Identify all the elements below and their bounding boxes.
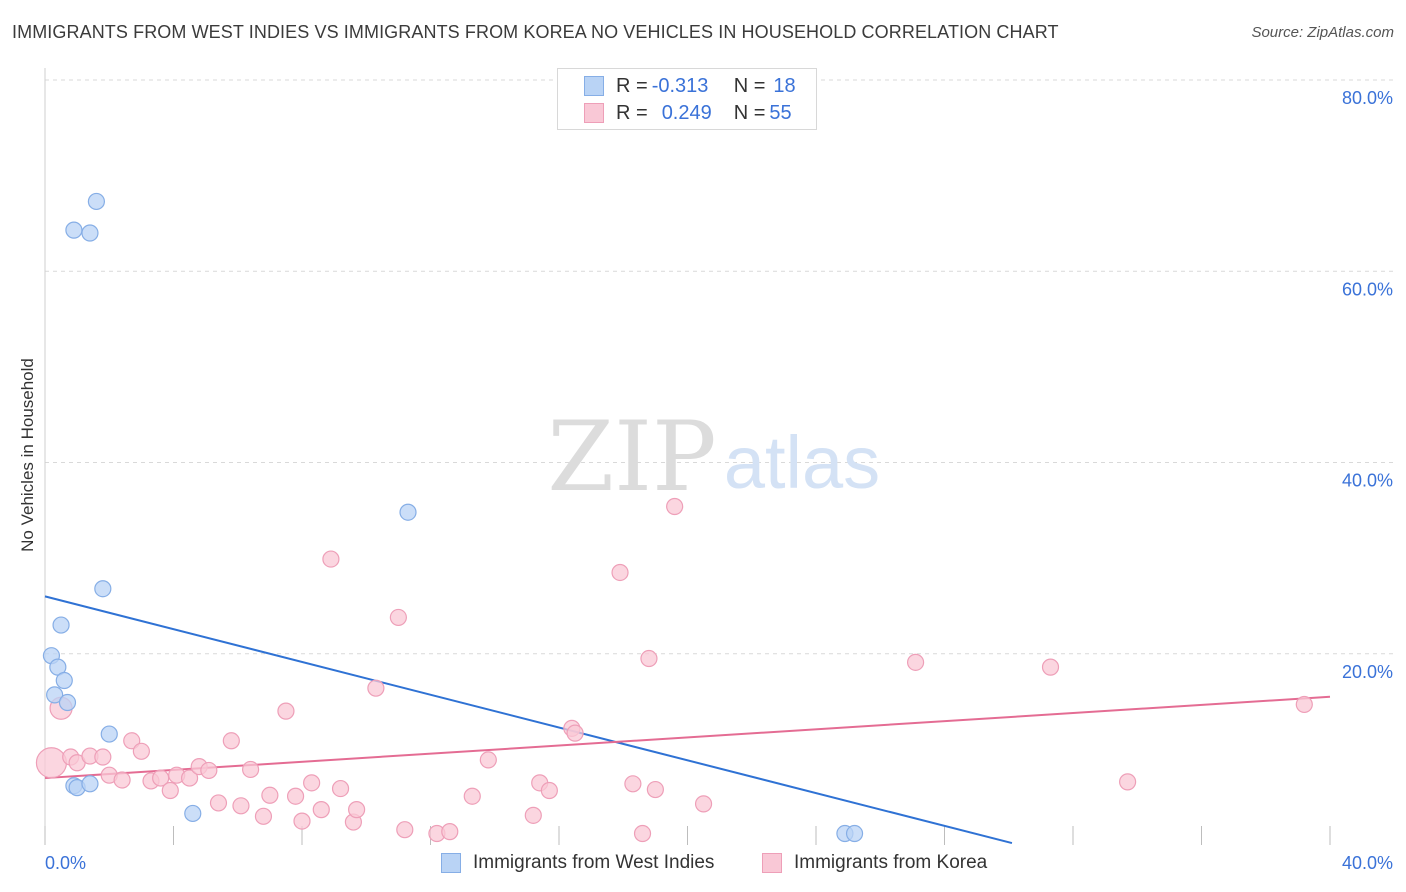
point-korea xyxy=(611,563,629,582)
point-korea xyxy=(624,775,642,793)
point-korea xyxy=(232,797,250,815)
bottom-legend-swatch-pink xyxy=(762,853,782,873)
legend-n-value: 55 xyxy=(769,101,792,124)
point-korea xyxy=(209,794,228,812)
point-korea xyxy=(666,497,684,516)
point-korea xyxy=(348,801,366,819)
point-korea xyxy=(566,724,584,742)
point-west-indies xyxy=(399,503,417,521)
point-korea xyxy=(367,679,385,697)
y-tick-label: 80.0% xyxy=(1342,88,1393,108)
point-korea xyxy=(524,806,542,824)
point-korea xyxy=(640,649,658,668)
chart-title: IMMIGRANTS FROM WEST INDIES VS IMMIGRANT… xyxy=(12,22,1059,42)
legend-swatch-blue xyxy=(584,76,604,96)
legend-n-label: N = xyxy=(733,74,766,97)
point-korea xyxy=(242,760,260,779)
point-korea xyxy=(463,787,481,805)
legend-r-value: -0.313 xyxy=(651,74,709,97)
point-west-indies xyxy=(94,580,112,598)
trend-line-korea xyxy=(44,695,1331,780)
point-west-indies xyxy=(55,671,73,690)
legend-r-value: 0.249 xyxy=(661,101,712,124)
point-korea xyxy=(1295,695,1313,714)
point-korea xyxy=(1119,773,1137,791)
point-west-indies xyxy=(52,616,70,634)
point-korea xyxy=(180,769,199,787)
watermark-atlas: atlas xyxy=(724,421,880,504)
point-korea xyxy=(200,761,218,780)
legend-row-korea: R = 0.249 N = 55 xyxy=(584,101,792,125)
legend-swatch-pink xyxy=(584,103,604,123)
y-tick-label: 60.0% xyxy=(1342,279,1393,299)
point-korea xyxy=(261,786,279,804)
stats-legend: R = -0.313 N = 18 R = 0.249 N = 55 xyxy=(557,68,817,130)
point-west-indies xyxy=(81,775,99,793)
x-tick-label: 40.0% xyxy=(1342,853,1393,873)
point-korea xyxy=(396,821,414,839)
point-korea xyxy=(277,702,295,720)
point-korea xyxy=(906,653,925,671)
point-west-indies xyxy=(845,824,864,843)
point-west-indies xyxy=(184,804,202,823)
bottom-legend-label: Immigrants from Korea xyxy=(794,852,988,873)
x-tick-label: 0.0% xyxy=(45,853,86,873)
point-korea xyxy=(389,608,407,627)
point-korea xyxy=(441,823,459,841)
point-korea xyxy=(35,747,68,779)
point-korea xyxy=(293,812,311,830)
point-korea xyxy=(633,824,652,843)
point-korea xyxy=(161,781,179,800)
bottom-legend-west-indies: Immigrants from West Indies xyxy=(441,852,714,874)
source-label: Source: ZipAtlas.com xyxy=(1251,24,1394,41)
bottom-legend-swatch-blue xyxy=(441,853,461,873)
point-korea xyxy=(694,795,713,813)
trend-line-west-indies xyxy=(44,595,1013,845)
legend-r-label: R = xyxy=(616,101,648,124)
points-layer xyxy=(35,192,1313,843)
y-tick-label: 40.0% xyxy=(1342,471,1393,491)
point-korea xyxy=(303,774,321,792)
legend-r-label: R = xyxy=(616,74,648,97)
point-korea xyxy=(113,771,131,789)
point-korea xyxy=(222,732,240,750)
point-korea xyxy=(646,780,664,799)
bottom-legend-label: Immigrants from West Indies xyxy=(473,852,715,873)
point-korea xyxy=(322,550,340,568)
point-west-indies xyxy=(87,192,106,211)
point-korea xyxy=(286,787,305,805)
point-korea xyxy=(123,732,141,750)
grid-layer xyxy=(45,79,1395,655)
point-korea xyxy=(540,781,558,800)
watermark-zip: ZIP xyxy=(547,401,716,513)
y-tick-label: 20.0% xyxy=(1342,662,1393,682)
bottom-legend-korea: Immigrants from Korea xyxy=(762,852,987,874)
point-korea xyxy=(331,779,350,798)
point-korea xyxy=(312,801,330,819)
point-korea xyxy=(479,751,497,769)
legend-row-west-indies: R = -0.313 N = 18 xyxy=(584,74,796,98)
legend-n-label: N = xyxy=(733,101,766,124)
point-west-indies xyxy=(46,686,64,704)
trend-layer xyxy=(44,595,1331,845)
point-korea xyxy=(132,742,150,760)
point-west-indies xyxy=(81,224,99,242)
point-west-indies xyxy=(65,221,83,239)
axis-layer: 20.0% 40.0% 60.0% 80.0% 0.0% 40.0% xyxy=(44,68,1393,873)
legend-n-value: 18 xyxy=(773,74,796,97)
watermark: ZIP atlas xyxy=(547,401,880,513)
point-korea xyxy=(254,807,273,825)
point-korea xyxy=(94,748,112,766)
point-korea xyxy=(1041,658,1060,676)
point-west-indies xyxy=(58,693,77,712)
point-west-indies xyxy=(100,725,118,743)
